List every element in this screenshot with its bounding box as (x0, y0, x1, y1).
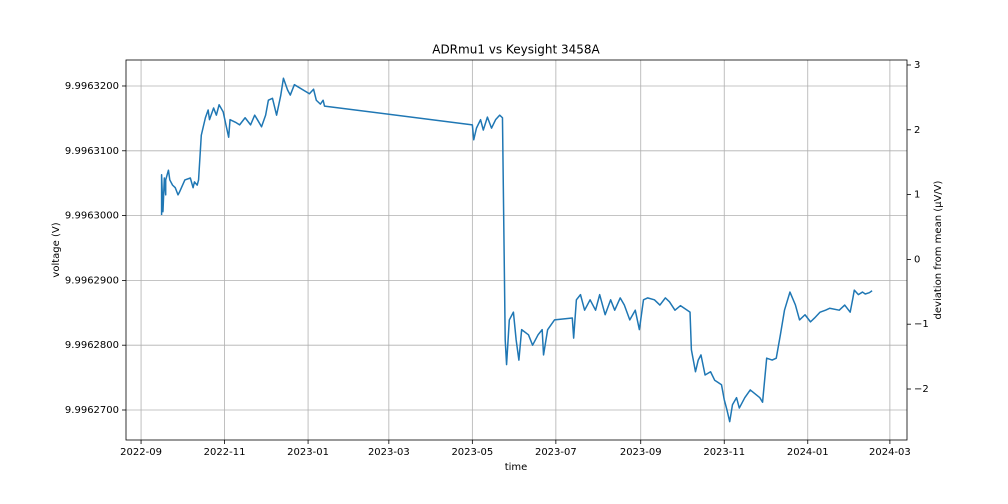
x-tick-label: 2022-09 (120, 447, 162, 458)
x-tick-label: 2023-05 (451, 447, 493, 458)
y-tick-label: 9.9962900 (65, 275, 119, 286)
y2-axis-label: deviation from mean (µV/V) (933, 180, 944, 319)
data-line (160, 77, 873, 423)
y-axis-label: voltage (V) (51, 222, 62, 277)
x-tick-label: 2023-09 (620, 447, 662, 458)
y2-tick-label: −2 (914, 384, 929, 395)
y2-tick-label: 3 (914, 60, 920, 71)
plot-frame (125, 59, 908, 441)
y2-tick-label: 1 (914, 190, 920, 201)
x-tick-label: 2024-01 (787, 447, 829, 458)
y2-tick-label: 2 (914, 125, 920, 136)
y-tick-label: 9.9962700 (65, 405, 119, 416)
x-tick-label: 2023-03 (368, 447, 410, 458)
x-tick-label: 2022-11 (204, 447, 246, 458)
y2-tick-label: 0 (914, 254, 920, 265)
x-tick-label: 2023-07 (535, 447, 577, 458)
y-tick-label: 9.9963200 (65, 81, 119, 92)
y-tick-label: 9.9962800 (65, 340, 119, 351)
x-tick-label: 2023-01 (287, 447, 329, 458)
y-tick-label: 9.9963100 (65, 146, 119, 157)
y2-tick-label: −1 (914, 319, 929, 330)
chart-title: ADRmu1 vs Keysight 3458A (432, 43, 600, 57)
x-tick-label: 2023-11 (703, 447, 745, 458)
y-tick-label: 9.9963000 (65, 211, 119, 222)
x-tick-label: 2024-03 (869, 447, 911, 458)
x-axis-label: time (505, 462, 528, 473)
